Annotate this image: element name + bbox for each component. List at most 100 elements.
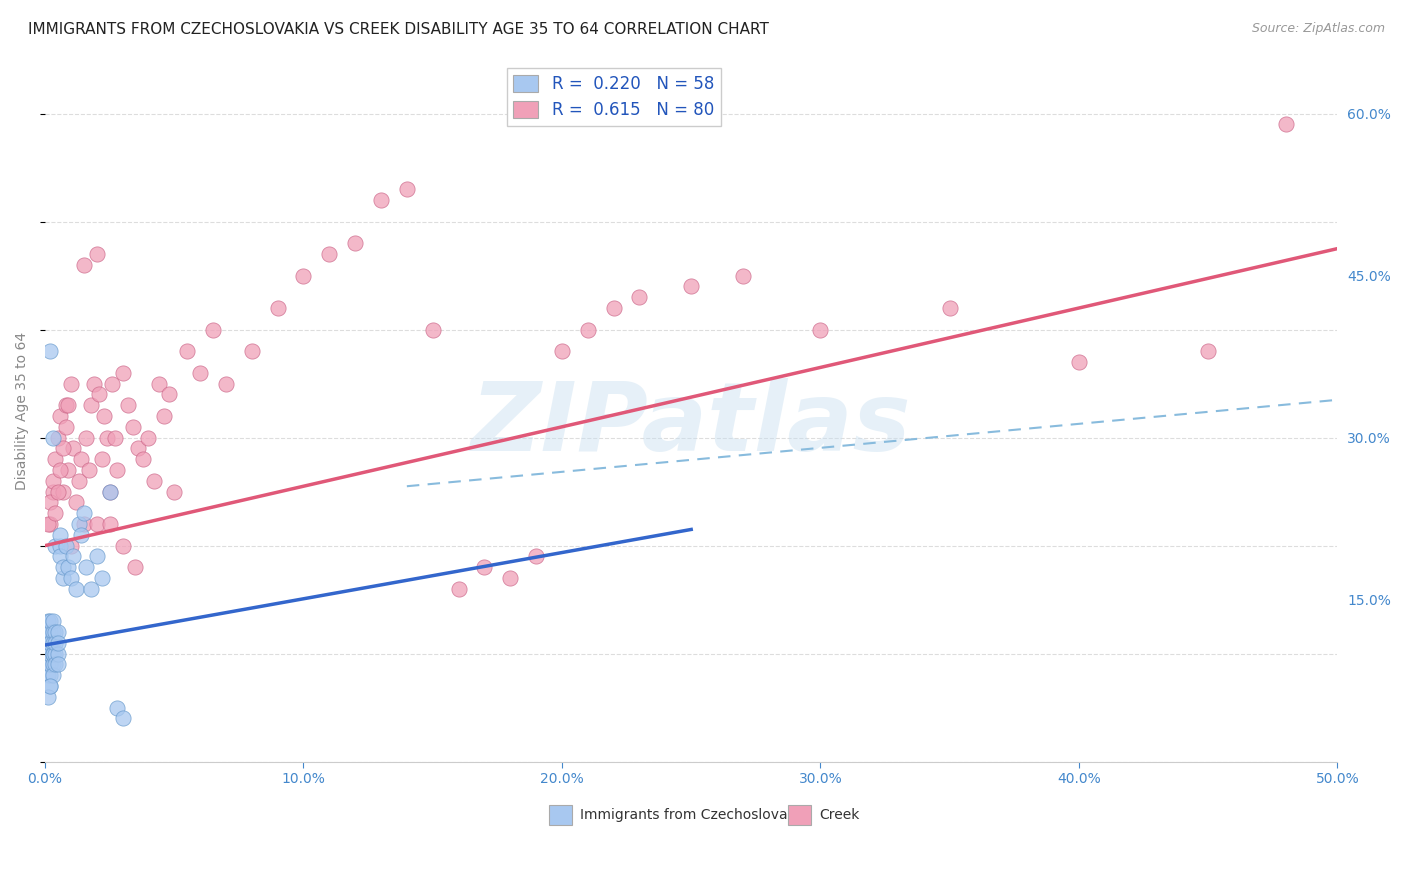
Point [266,301,288,315]
Point [67,516,90,531]
Point [42,625,65,640]
Point [59,539,82,553]
Point [70,528,93,542]
Point [111,711,134,725]
Point [42,657,65,672]
Point [39,636,62,650]
Point [52,571,75,585]
Point [39,647,62,661]
Point [1274,117,1296,131]
Point [86,247,108,261]
Point [39,668,62,682]
Point [73,506,96,520]
Point [90,571,112,585]
Point [52,560,75,574]
Point [58,463,80,477]
Point [176,344,198,359]
Point [98,516,121,531]
Point [37,625,59,640]
Point [42,668,65,682]
Point [111,366,134,380]
Point [93,409,115,423]
Point [37,657,59,672]
Point [602,301,624,315]
Point [39,636,62,650]
Point [37,636,59,650]
Text: Source: ZipAtlas.com: Source: ZipAtlas.com [1251,22,1385,36]
Point [46,636,69,650]
Point [46,657,69,672]
Point [55,420,77,434]
Point [62,442,84,456]
Point [80,398,103,412]
Point [201,323,224,337]
Point [39,657,62,672]
Point [42,647,65,661]
Point [37,516,59,531]
Point [86,549,108,564]
Point [44,657,66,672]
Point [628,290,651,304]
Y-axis label: Disability Age 35 to 64: Disability Age 35 to 64 [15,332,30,490]
Point [80,582,103,596]
Point [39,679,62,693]
Point [101,376,124,391]
Point [124,560,146,574]
Point [157,387,180,401]
Point [42,474,65,488]
Point [46,484,69,499]
Point [42,636,65,650]
Point [344,236,367,251]
Point [52,484,75,499]
Point [42,484,65,499]
Point [105,700,128,714]
Text: IMMIGRANTS FROM CZECHOSLOVAKIA VS CREEK DISABILITY AGE 35 TO 64 CORRELATION CHAR: IMMIGRANTS FROM CZECHOSLOVAKIA VS CREEK … [28,22,769,37]
Point [938,301,960,315]
Point [49,409,72,423]
Point [55,398,77,412]
Point [73,516,96,531]
Point [49,463,72,477]
Point [39,344,62,359]
Point [318,247,340,261]
Point [49,539,72,553]
Point [96,431,118,445]
Point [44,539,66,553]
Point [422,323,444,337]
Point [77,463,100,477]
Point [132,452,155,467]
Point [46,431,69,445]
Legend: R =  0.220   N = 58, R =  0.615   N = 80: R = 0.220 N = 58, R = 0.615 N = 80 [506,68,721,126]
Point [83,376,105,391]
Point [105,463,128,477]
Point [59,571,82,585]
Point [44,625,66,640]
Point [58,398,80,412]
Point [37,636,59,650]
Point [39,516,62,531]
Point [98,484,121,499]
Point [75,560,97,574]
Point [240,344,263,359]
Point [39,625,62,640]
Point [138,431,160,445]
Point [292,268,315,283]
Point [89,387,111,401]
Point [117,398,139,412]
Point [163,484,186,499]
Point [1197,344,1219,359]
Point [65,582,87,596]
Point [42,647,65,661]
Bar [789,805,811,825]
Point [1067,355,1090,369]
Point [37,647,59,661]
Point [58,560,80,574]
Point [46,647,69,661]
Text: Creek: Creek [820,808,859,822]
Point [127,442,149,456]
Point [153,409,176,423]
Point [42,614,65,628]
Point [447,582,470,596]
Point [39,657,62,672]
Point [49,528,72,542]
